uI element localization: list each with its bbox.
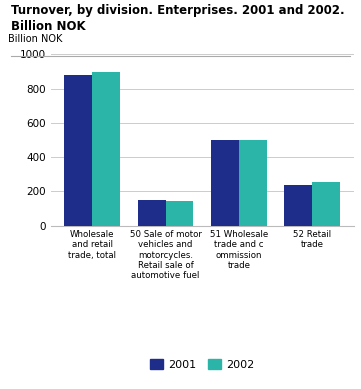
Bar (312, 182, 340, 226)
Bar (239, 140, 267, 226)
Text: Billion NOK: Billion NOK (8, 34, 62, 44)
Bar (64, 75, 92, 226)
Bar (284, 186, 312, 226)
Legend: 2001, 2002: 2001, 2002 (145, 354, 259, 374)
Bar (92, 72, 120, 226)
Bar (165, 201, 193, 226)
Bar (138, 200, 165, 226)
Text: Turnover, by division. Enterprises. 2001 and 2002.
Billion NOK: Turnover, by division. Enterprises. 2001… (11, 4, 344, 33)
Bar (211, 140, 239, 226)
